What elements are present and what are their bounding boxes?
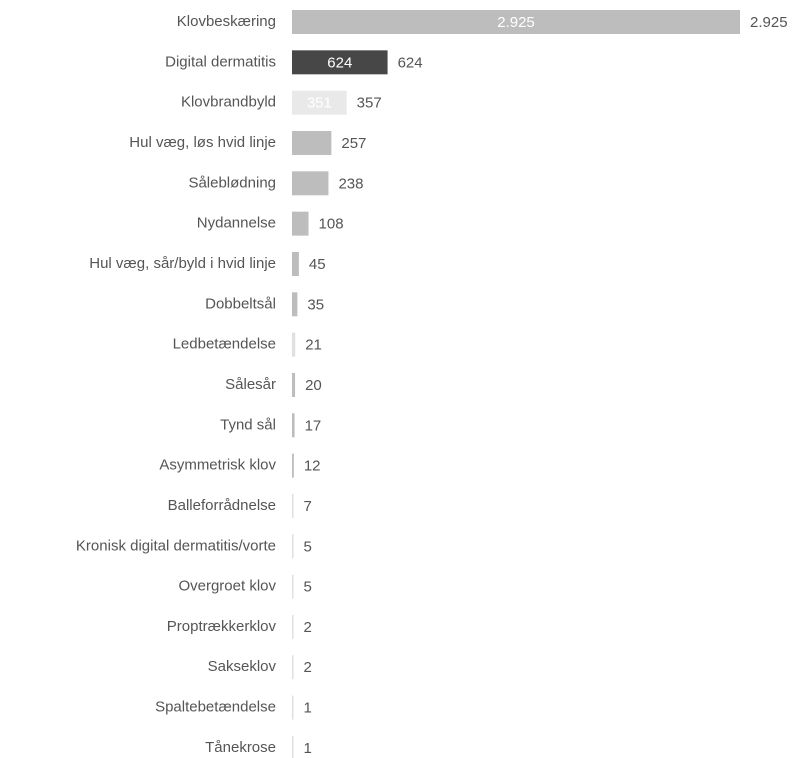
category-label: Overgroet klov bbox=[178, 578, 276, 595]
value-label: 257 bbox=[341, 135, 366, 152]
bar bbox=[292, 251, 299, 276]
bar bbox=[292, 735, 294, 758]
value-label: 2 bbox=[304, 659, 312, 676]
category-label: Såleblødning bbox=[188, 174, 276, 191]
bar bbox=[292, 574, 294, 599]
bar bbox=[292, 695, 294, 720]
value-label: 1 bbox=[304, 740, 312, 757]
category-label: Digital dermatitis bbox=[165, 53, 276, 70]
category-label: Asymmetrisk klov bbox=[159, 457, 276, 474]
bar bbox=[292, 453, 294, 478]
bar bbox=[292, 614, 294, 639]
category-label: Spaltebetændelse bbox=[155, 699, 276, 716]
value-label: 45 bbox=[309, 256, 326, 273]
category-label: Klovbeskæring bbox=[177, 13, 276, 30]
value-label: 2.925 bbox=[750, 14, 788, 31]
value-label: 1 bbox=[304, 700, 312, 717]
value-label: 2 bbox=[304, 619, 312, 636]
category-label: Ledbetændelse bbox=[173, 336, 276, 353]
bar bbox=[292, 10, 740, 34]
value-label: 21 bbox=[305, 337, 322, 354]
bar bbox=[292, 50, 388, 75]
category-label: Dobbeltsål bbox=[205, 295, 276, 312]
value-label: 35 bbox=[307, 296, 324, 313]
category-label: Balleforrådnelse bbox=[168, 497, 276, 514]
bar bbox=[292, 130, 332, 155]
category-label: Hul væg, løs hvid linje bbox=[129, 134, 276, 151]
bar bbox=[292, 493, 294, 518]
bar bbox=[292, 90, 347, 115]
value-label: 108 bbox=[319, 216, 344, 233]
value-label: 624 bbox=[398, 54, 423, 71]
category-label: Sålesår bbox=[225, 376, 276, 393]
category-label: Nydannelse bbox=[197, 215, 276, 232]
inner-label: 624 bbox=[327, 54, 352, 71]
bar bbox=[292, 372, 296, 397]
value-label: 17 bbox=[305, 417, 322, 434]
value-label: 357 bbox=[357, 95, 382, 112]
value-label: 5 bbox=[304, 538, 312, 555]
category-label: Tynd sål bbox=[220, 416, 276, 433]
category-label: Kronisk digital dermatitis/vorte bbox=[76, 537, 276, 554]
category-label: Proptrækkerklov bbox=[167, 618, 277, 635]
bar bbox=[292, 534, 294, 559]
inner-label: 351 bbox=[307, 95, 332, 112]
category-label: Klovbrandbyld bbox=[181, 94, 276, 111]
value-label: 20 bbox=[305, 377, 322, 394]
bar bbox=[292, 332, 296, 357]
inner-label: 2.925 bbox=[497, 14, 535, 31]
bar bbox=[292, 211, 309, 236]
value-label: 7 bbox=[304, 498, 312, 515]
bar bbox=[292, 292, 298, 317]
value-label: 238 bbox=[338, 175, 363, 192]
category-label: Tånekrose bbox=[205, 739, 276, 756]
value-label: 5 bbox=[304, 579, 312, 596]
value-label: 12 bbox=[304, 458, 321, 475]
category-label: Sakseklov bbox=[208, 658, 277, 675]
bar bbox=[292, 171, 329, 196]
bar bbox=[292, 655, 294, 680]
category-label: Hul væg, sår/byld i hvid linje bbox=[89, 255, 276, 272]
bar bbox=[292, 413, 295, 438]
